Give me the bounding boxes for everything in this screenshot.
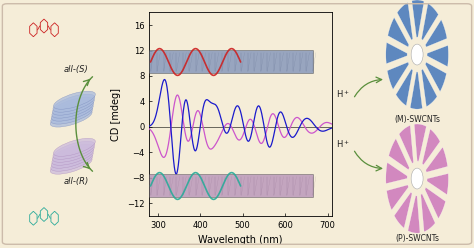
Text: (M)-SWCNTs: (M)-SWCNTs <box>394 115 440 124</box>
Ellipse shape <box>51 153 92 171</box>
Text: all-(S): all-(S) <box>64 65 88 74</box>
Ellipse shape <box>53 94 95 112</box>
Polygon shape <box>387 62 409 89</box>
Polygon shape <box>387 185 409 210</box>
Polygon shape <box>399 125 413 163</box>
X-axis label: Wavelength (nm): Wavelength (nm) <box>198 235 283 245</box>
Ellipse shape <box>53 141 95 159</box>
Polygon shape <box>425 62 447 92</box>
Polygon shape <box>427 174 448 195</box>
Polygon shape <box>426 147 447 172</box>
Ellipse shape <box>50 109 92 127</box>
Polygon shape <box>421 194 435 232</box>
Text: H$^+$: H$^+$ <box>336 88 350 100</box>
FancyBboxPatch shape <box>150 51 314 74</box>
Ellipse shape <box>51 150 93 168</box>
Polygon shape <box>386 42 407 64</box>
Circle shape <box>411 168 423 189</box>
Ellipse shape <box>52 147 94 165</box>
Polygon shape <box>422 129 440 165</box>
Circle shape <box>411 44 423 65</box>
FancyBboxPatch shape <box>150 175 314 197</box>
Polygon shape <box>425 20 447 47</box>
Polygon shape <box>412 0 424 37</box>
Ellipse shape <box>51 106 92 124</box>
Polygon shape <box>414 124 427 161</box>
Text: (P)-SWCNTs: (P)-SWCNTs <box>395 234 439 243</box>
Polygon shape <box>386 162 407 184</box>
Y-axis label: CD [mdeg]: CD [mdeg] <box>111 88 121 141</box>
Polygon shape <box>421 69 437 107</box>
Polygon shape <box>427 45 448 67</box>
Polygon shape <box>389 139 410 170</box>
Ellipse shape <box>51 103 93 121</box>
Polygon shape <box>397 2 413 40</box>
Text: H$^+$: H$^+$ <box>336 138 350 150</box>
Ellipse shape <box>54 138 95 156</box>
Polygon shape <box>410 72 422 109</box>
Polygon shape <box>396 69 413 106</box>
Ellipse shape <box>50 156 92 174</box>
Polygon shape <box>421 3 438 40</box>
Ellipse shape <box>53 97 94 115</box>
Ellipse shape <box>52 100 94 118</box>
Polygon shape <box>408 196 420 233</box>
Polygon shape <box>425 187 446 218</box>
Polygon shape <box>388 17 409 47</box>
Ellipse shape <box>53 144 94 162</box>
Text: all-(R): all-(R) <box>63 177 89 186</box>
Ellipse shape <box>54 91 95 109</box>
Polygon shape <box>394 192 412 228</box>
